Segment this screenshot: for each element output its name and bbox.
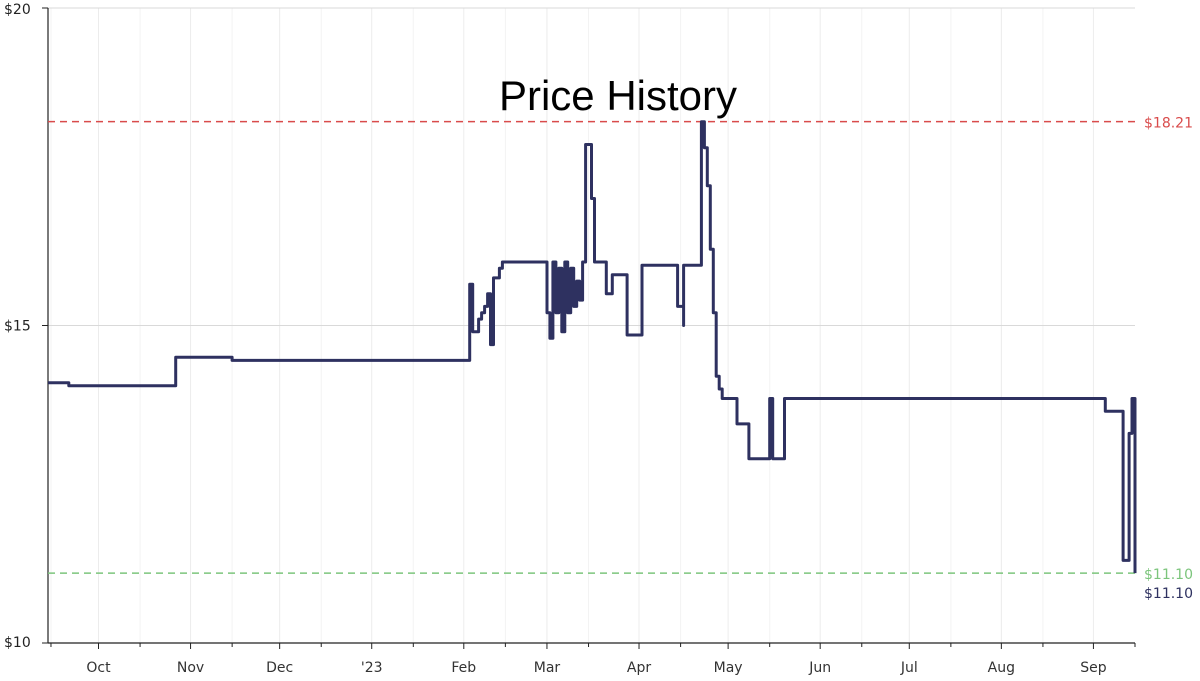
y-tick-label: $10 xyxy=(4,635,31,651)
chart-labels: $18.21 $11.10 $11.10 xyxy=(1144,116,1193,602)
x-tick-label: Oct xyxy=(86,660,111,676)
price-series-line xyxy=(48,120,1137,574)
low-price-label: $11.10 xyxy=(1144,567,1193,583)
x-tick-label: Apr xyxy=(627,660,651,676)
axes: $20 $15 $10 Oct Nov Dec '23 Feb Mar Apr May Jun Jul A… xyxy=(4,2,1136,676)
x-tick-label: Aug xyxy=(988,660,1015,676)
y-tick-label: $15 xyxy=(4,319,31,335)
y-tick-label: $20 xyxy=(4,2,31,18)
x-tick-label: '23 xyxy=(361,660,383,676)
x-tick-label: Jul xyxy=(900,660,918,676)
x-tick-label: Nov xyxy=(177,660,204,676)
last-price-label: $11.10 xyxy=(1144,586,1193,602)
reference-lines xyxy=(48,120,1135,574)
x-tick-label: Jun xyxy=(808,660,831,676)
x-tick-label: Dec xyxy=(266,660,293,676)
x-tick-label: May xyxy=(714,660,743,676)
x-tick-label: Feb xyxy=(451,660,476,676)
x-tick-label: Sep xyxy=(1080,660,1107,676)
chart-title: Price History xyxy=(499,72,737,119)
high-price-label: $18.21 xyxy=(1144,116,1193,132)
x-tick-label: Mar xyxy=(534,660,561,676)
